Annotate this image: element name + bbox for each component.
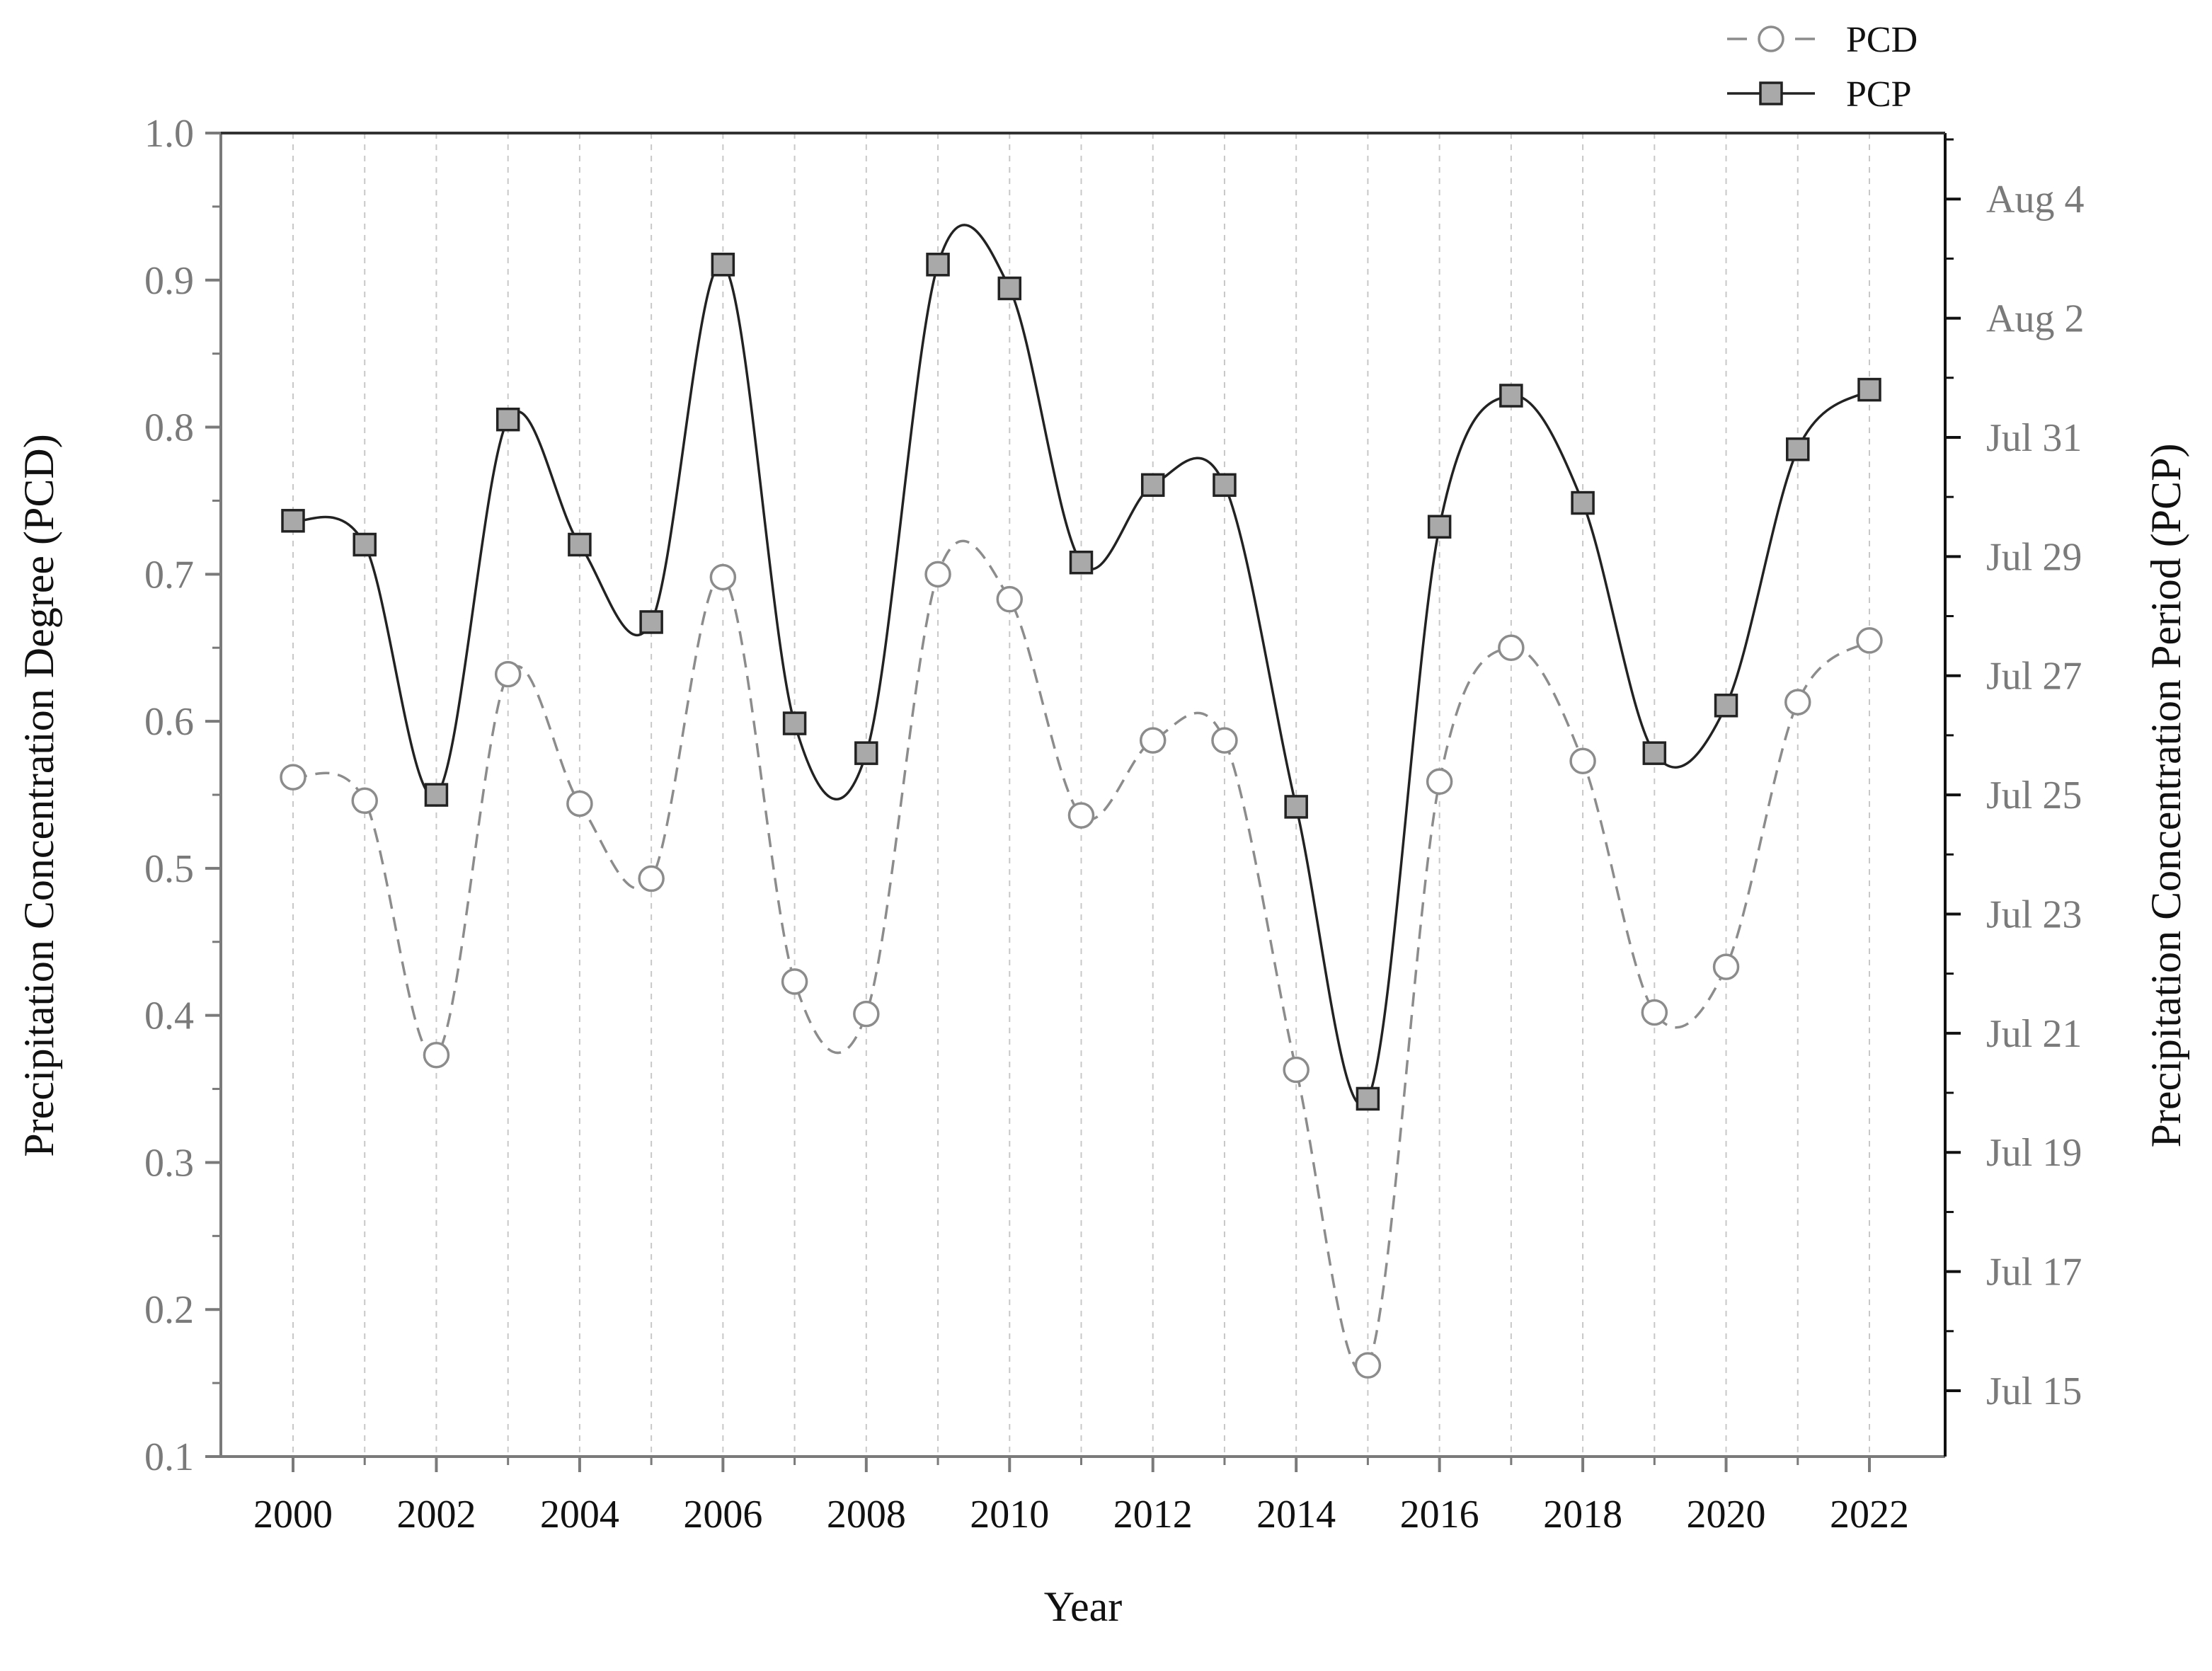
pcp-point <box>353 532 377 557</box>
pcp-point <box>1284 795 1308 819</box>
legend-pcp-label: PCP <box>1846 74 1912 115</box>
axes: 0.1 0.2 0.3 0.4 0.5 0.6 0.7 0.8 0.9 1.0 Jul 15 Jul … <box>144 112 2084 1537</box>
pcd-line <box>292 539 1871 1373</box>
x-tick-label: 2002 <box>396 1493 476 1537</box>
pcp-point <box>1069 551 1094 575</box>
left-tick-label: 0.8 <box>144 406 194 450</box>
x-tick-label: 2020 <box>1687 1493 1766 1537</box>
pcp-point <box>1786 437 1810 461</box>
pcp-point <box>568 532 592 557</box>
right-tick-label: Jul 31 <box>1986 416 2082 460</box>
series-pcp <box>281 224 1881 1111</box>
left-tick-label: 0.7 <box>144 553 194 597</box>
right-tick-label: Jul 27 <box>1986 655 2082 699</box>
left-tick-label: 0.1 <box>144 1435 194 1479</box>
pcp-point <box>495 407 520 432</box>
pcp-point <box>424 783 449 807</box>
right-axis-title: Precipitation Concentration Period (PCP) <box>2143 444 2189 1148</box>
series-pcd <box>280 539 1883 1379</box>
pcp-point <box>281 509 305 533</box>
pcd-point <box>1067 802 1095 829</box>
pcd-point <box>423 1042 450 1069</box>
right-tick-label: Jul 15 <box>1986 1369 2082 1413</box>
x-tick-label: 2010 <box>970 1493 1049 1537</box>
pcd-point <box>1211 727 1238 754</box>
right-tick-label: Jul 19 <box>1986 1131 2082 1175</box>
pcd-point <box>1139 727 1167 754</box>
pcd-point <box>351 787 378 815</box>
pcd-point <box>494 660 522 688</box>
pcp-point <box>1857 377 1881 402</box>
pcp-point <box>1356 1086 1380 1111</box>
x-tick-label: 2016 <box>1400 1493 1479 1537</box>
left-tick-label: 1.0 <box>144 112 194 156</box>
left-axis-title: Precipitation Concentration Degree (PCD) <box>16 434 62 1156</box>
right-tick-label: Jul 25 <box>1986 774 2082 817</box>
legend-pcd-marker <box>1758 25 1784 52</box>
pcd-point <box>1784 689 1811 716</box>
x-tick-label: 2014 <box>1256 1493 1336 1537</box>
pcp-point <box>1642 741 1667 765</box>
legend-pcd-label: PCD <box>1846 20 1918 60</box>
pcd-point <box>853 1000 880 1028</box>
pcd-point <box>1283 1056 1310 1084</box>
pcp-point <box>782 711 807 735</box>
right-tick-label: Aug 2 <box>1986 297 2084 341</box>
right-tick-label: Jul 23 <box>1986 892 2082 936</box>
x-tick-label: 2000 <box>253 1493 333 1537</box>
pcd-point <box>280 764 306 791</box>
pcp-point <box>1140 473 1165 498</box>
pcp-line <box>292 224 1871 1106</box>
pcd-point <box>1712 953 1740 980</box>
left-tick-label: 0.4 <box>144 994 194 1038</box>
pcd-point <box>1498 634 1525 661</box>
x-tick-label: 2022 <box>1830 1493 1909 1537</box>
x-axis-title: Year <box>1044 1583 1123 1630</box>
right-tick-label: Jul 17 <box>1986 1251 2082 1294</box>
pcp-point <box>1427 515 1452 539</box>
pcd-point <box>996 585 1024 613</box>
x-tick-label: 2008 <box>827 1493 906 1537</box>
x-tick-label: 2006 <box>683 1493 762 1537</box>
pcp-point <box>1571 490 1595 515</box>
x-tick-label: 2012 <box>1113 1493 1193 1537</box>
pcp-point <box>1499 384 1523 408</box>
x-tick-label: 2004 <box>540 1493 619 1537</box>
x-tick-label: 2018 <box>1543 1493 1622 1537</box>
left-tick-label: 0.6 <box>144 700 194 744</box>
right-tick-label: Jul 29 <box>1986 535 2082 579</box>
pcd-point <box>1641 999 1668 1026</box>
pcp-point <box>711 253 735 277</box>
pcd-point <box>638 865 665 892</box>
pcp-point <box>926 253 950 277</box>
pcd-point <box>1569 747 1596 774</box>
right-tick-label: Jul 21 <box>1986 1012 2082 1056</box>
pcd-point <box>1426 768 1453 796</box>
left-tick-label: 0.5 <box>144 847 194 891</box>
pcp-point <box>639 610 663 634</box>
right-tick-label: Aug 4 <box>1986 178 2084 222</box>
pcd-point <box>1354 1352 1382 1379</box>
left-tick-label: 0.9 <box>144 259 194 303</box>
pcp-point <box>1714 694 1738 718</box>
left-tick-label: 0.2 <box>144 1288 194 1332</box>
pcd-point <box>924 561 951 588</box>
pcd-point <box>781 968 808 995</box>
pcd-point <box>566 790 593 817</box>
pcd-point <box>709 563 737 591</box>
pcp-point <box>997 276 1022 301</box>
legend: PCD PCP <box>1727 20 1918 115</box>
pcp-point <box>854 741 878 765</box>
pcp-point <box>1213 473 1237 498</box>
pcd-point <box>1856 627 1883 654</box>
vertical-gridlines <box>292 133 1870 1457</box>
left-tick-label: 0.3 <box>144 1141 194 1185</box>
legend-pcp-marker <box>1759 81 1783 105</box>
